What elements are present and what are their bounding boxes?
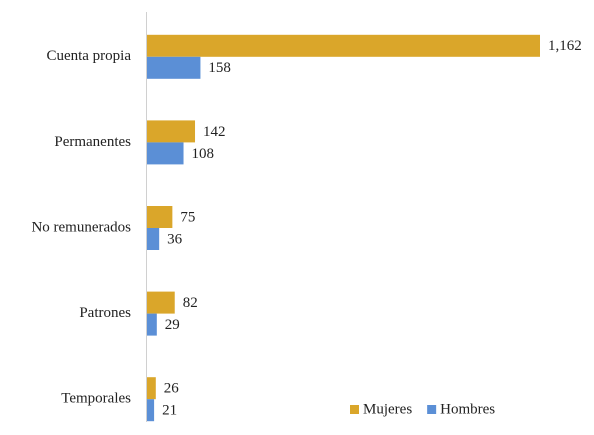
data-label: 75 (180, 209, 195, 225)
y-tick-label: No remunerados (31, 219, 131, 235)
bar (147, 313, 157, 336)
bar (147, 34, 540, 57)
bar (147, 206, 173, 228)
legend-label: Mujeres (363, 401, 412, 417)
bar (147, 377, 156, 400)
data-label: 29 (165, 317, 180, 333)
bar (147, 291, 175, 314)
data-label: 82 (183, 295, 198, 311)
data-label: 26 (164, 381, 180, 397)
bar (147, 56, 201, 79)
data-label: 108 (192, 146, 215, 162)
legend-label: Hombres (440, 401, 495, 417)
bar (147, 399, 155, 422)
bar (147, 228, 160, 250)
bar (147, 120, 196, 143)
legend-swatch (350, 405, 359, 414)
y-tick-label: Temporales (61, 391, 131, 407)
data-label: 142 (203, 124, 226, 140)
data-label: 158 (208, 60, 231, 76)
data-label: 21 (162, 403, 177, 419)
data-label: 36 (167, 231, 183, 247)
legend-swatch (427, 405, 437, 414)
y-tick-label: Permanentes (54, 134, 131, 150)
data-label: 1,162 (548, 38, 582, 54)
y-tick-label: Patrones (79, 305, 131, 321)
y-tick-label: Cuenta propia (46, 48, 131, 64)
bar (147, 142, 184, 165)
